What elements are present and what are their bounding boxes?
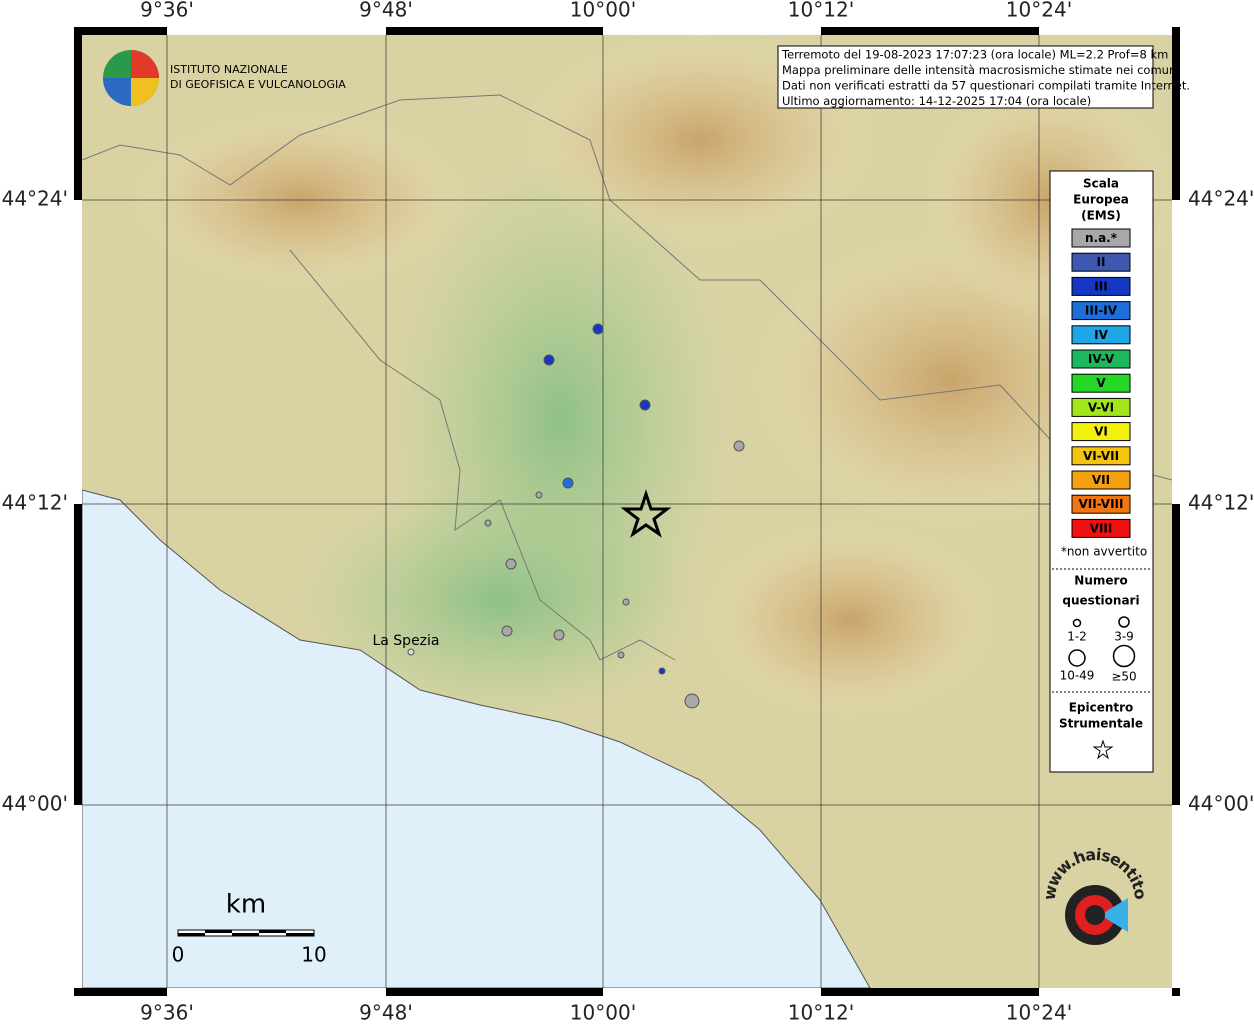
epicenter-title: Strumentale — [1059, 717, 1143, 731]
logo-text: DI GEOFISICA E VULCANOLOGIA — [170, 78, 346, 91]
lat-label: 44°00' — [2, 792, 68, 816]
lon-label: 10°12' — [788, 0, 854, 22]
legend-swatch — [1071, 397, 1131, 417]
legend-title: (EMS) — [1081, 209, 1121, 223]
legend-swatch — [1071, 252, 1131, 272]
lon-label: 10°00' — [570, 1001, 636, 1025]
legend-swatch — [1071, 301, 1131, 321]
legend-swatch — [1071, 494, 1131, 514]
size-title: questionari — [1062, 594, 1139, 608]
lon-label: 9°48' — [359, 1001, 413, 1025]
lat-label: 44°24' — [1188, 187, 1254, 211]
lon-label: 10°00' — [570, 0, 636, 22]
scale-label: 10 — [301, 943, 326, 967]
legend-label: VI — [1094, 425, 1108, 439]
lat-label: 44°24' — [2, 187, 68, 211]
lon-label: 10°24' — [1006, 0, 1072, 22]
info-line: Ultimo aggiornamento: 14-12-2025 17:04 (… — [782, 94, 1091, 108]
legend-swatch — [1071, 373, 1131, 393]
legend-label: V-VI — [1088, 400, 1114, 414]
info-line: Mappa preliminare delle intensità macros… — [782, 63, 1179, 77]
info-line: Dati non verificati estratti da 57 quest… — [782, 79, 1190, 93]
size-symbol — [1072, 618, 1082, 628]
legend-label: III-IV — [1085, 304, 1118, 318]
lon-label: 10°24' — [1006, 1001, 1072, 1025]
epicenter-symbol — [1092, 739, 1114, 760]
scale-bar: km 0 10 — [172, 890, 327, 967]
legend-label: V — [1096, 376, 1106, 390]
lon-label: 9°36' — [140, 0, 194, 22]
legend-note: *non avvertito — [1061, 545, 1147, 559]
legend-label: VII — [1092, 473, 1110, 487]
size-label: ≥50 — [1111, 670, 1136, 684]
lat-label: 44°12' — [1188, 491, 1254, 515]
legend-swatch — [1071, 470, 1131, 490]
size-label: 3-9 — [1114, 630, 1134, 644]
frame-ticks — [74, 27, 1180, 996]
legend-title: Scala — [1083, 177, 1119, 191]
lat-label: 44°00' — [1188, 792, 1254, 816]
legend-label: VII-VIII — [1078, 497, 1123, 511]
intensity-points — [484, 323, 745, 709]
logo-text: ISTITUTO NAZIONALE — [170, 63, 288, 76]
lat-label: 44°12' — [2, 491, 68, 515]
place-label: La Spezia — [372, 633, 439, 649]
legend-label: III — [1094, 279, 1107, 293]
legend-swatch — [1071, 446, 1131, 466]
legend-swatch — [1071, 228, 1131, 248]
size-symbol — [1118, 616, 1130, 628]
legend-label: n.a.* — [1085, 231, 1118, 245]
epicenter-title: Epicentro — [1069, 701, 1134, 715]
size-symbol — [1068, 649, 1086, 667]
size-label: 10-49 — [1060, 669, 1095, 683]
sea — [82, 489, 871, 988]
legend-swatch — [1071, 422, 1131, 442]
size-symbol — [1112, 644, 1136, 668]
lon-label: 10°12' — [788, 1001, 854, 1025]
logo: ISTITUTO NAZIONALE DI GEOFISICA E VULCAN… — [103, 50, 346, 106]
graticule — [82, 35, 1172, 988]
lon-label: 9°48' — [359, 0, 413, 22]
size-label: 1-2 — [1067, 630, 1087, 644]
legend-swatch — [1071, 325, 1131, 345]
legend-swatch — [1071, 276, 1131, 296]
scale-unit: km — [226, 890, 266, 920]
legend-swatch — [1071, 518, 1131, 538]
legend-label: IV — [1094, 328, 1108, 342]
legend-label: II — [1097, 255, 1106, 269]
info-line: Terremoto del 19-08-2023 17:07:23 (ora l… — [781, 48, 1168, 62]
info-box — [777, 45, 1154, 109]
scale-label: 0 — [172, 943, 185, 967]
size-title: Numero — [1074, 574, 1127, 588]
lon-label: 9°36' — [140, 1001, 194, 1025]
legend-title: Europea — [1073, 193, 1129, 207]
legend-label: VI-VII — [1083, 449, 1119, 463]
epicenter — [620, 489, 672, 538]
legend-label: IV-V — [1088, 352, 1115, 366]
city-marker — [407, 648, 415, 656]
legend-swatch — [1071, 349, 1131, 369]
legend-label: VIII — [1090, 521, 1113, 535]
